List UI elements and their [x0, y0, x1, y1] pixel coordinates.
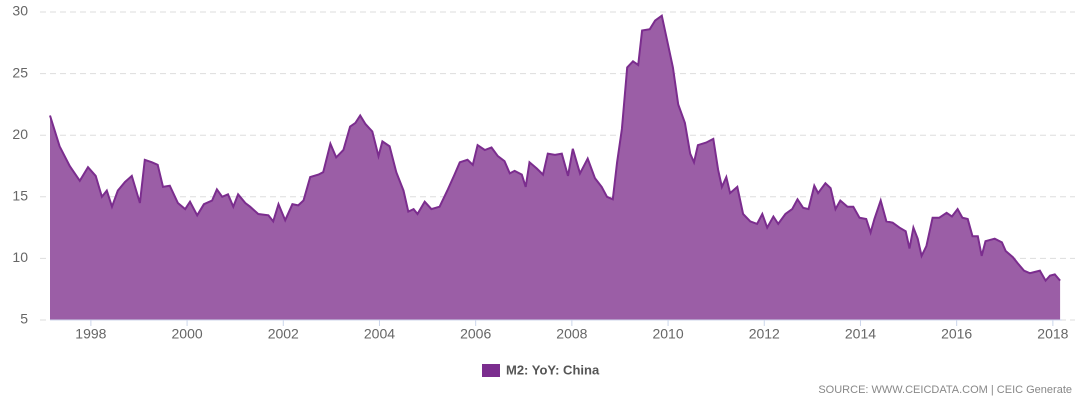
x-tick-label: 2006: [460, 326, 491, 342]
x-tick-label: 2010: [652, 326, 683, 342]
y-tick-label: 25: [12, 64, 28, 80]
line: [49, 13, 1061, 283]
legend-swatch: [482, 364, 500, 377]
y-tick-label: 15: [12, 188, 28, 204]
x-tick-label: 1998: [75, 326, 106, 342]
x-tick-label: 2004: [364, 326, 395, 342]
x-tick-label: 2000: [172, 326, 203, 342]
x-tick-label: 2008: [556, 326, 587, 342]
source: SOURCE: WWW.CEICDATA.COM | CEIC Generate: [818, 384, 1072, 396]
area: [50, 15, 1061, 320]
x-tick-label: 2014: [845, 326, 876, 342]
y-tick-label: 5: [20, 311, 28, 327]
x-tick-label: 2012: [749, 326, 780, 342]
x-tick-label: 2002: [268, 326, 299, 342]
x-tick-label: 2018: [1037, 326, 1068, 342]
legend-label: M2: YoY: China: [506, 362, 600, 377]
y-tick-label: 30: [12, 3, 28, 19]
x-tick-label: 2016: [941, 326, 972, 342]
y-tick-label: 20: [12, 126, 28, 142]
y-tick-label: 10: [12, 249, 28, 265]
